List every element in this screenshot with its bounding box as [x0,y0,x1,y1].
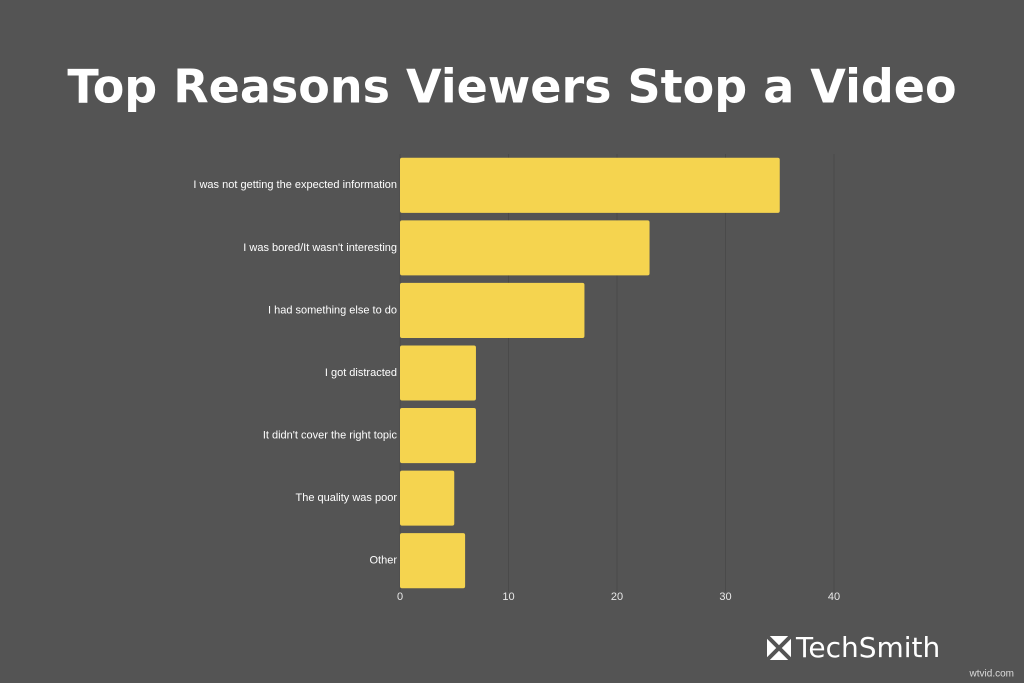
bar [400,470,455,526]
y-tick-label: I got distracted [325,367,397,379]
chart-title: Top Reasons Viewers Stop a Video [67,60,956,114]
watermark: wtvid.com [969,669,1014,680]
x-tick-label: 0 [397,591,403,603]
bar [400,220,650,276]
y-tick-label: I had something else to do [268,304,397,316]
logo: TechSmith [765,631,940,664]
bar [400,408,476,464]
bar [400,533,466,589]
y-tick-label: The quality was poor [296,492,398,504]
x-tick-label: 20 [611,591,623,603]
y-tick-label: I was bored/It wasn't interesting [243,242,397,254]
x-tick-label: 30 [719,591,731,603]
y-tick-label: It didn't cover the right topic [263,429,398,441]
y-tick-label: I was not getting the expected informati… [193,179,397,191]
logo-icon-mark [765,634,793,662]
x-tick-label: 10 [502,591,514,603]
bar [400,345,476,401]
bar [400,282,585,338]
x-tick-label: 40 [828,591,840,603]
y-tick-label: Other [369,555,397,567]
bar [400,157,780,213]
logo-text: TechSmith [795,631,940,664]
